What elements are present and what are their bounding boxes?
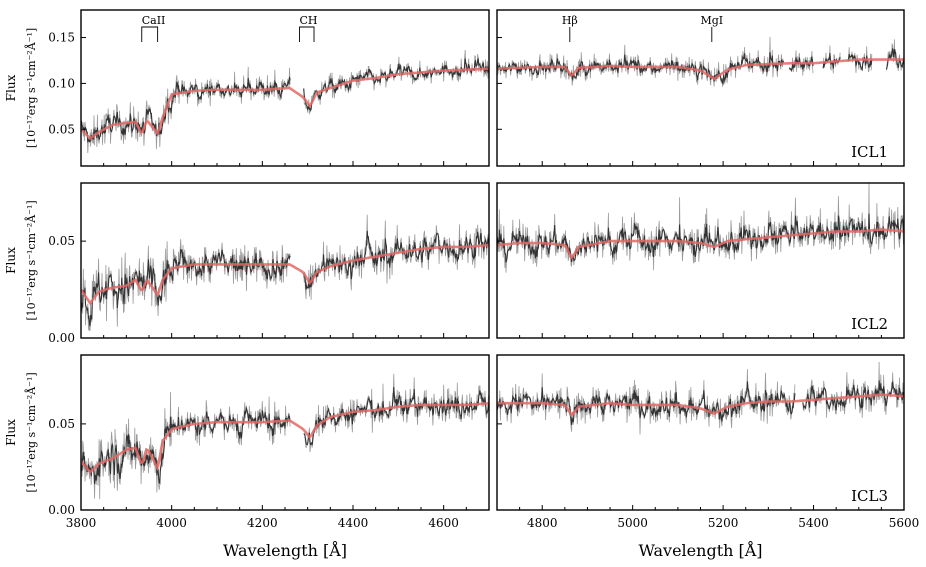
line-marker-label: CaII: [142, 14, 166, 27]
panel-frame: [496, 182, 905, 339]
line-marker-label: Hβ: [562, 14, 578, 27]
x-tick-label: 4600: [428, 516, 459, 530]
x-tick-label: 4000: [156, 516, 187, 530]
row-label: ICL2: [851, 315, 888, 333]
panel-ICL2-blue: [81, 214, 489, 332]
panel-ICL2-red: [497, 183, 904, 273]
x-tick-label: 4400: [338, 516, 369, 530]
spectrum-data-line: [81, 230, 489, 327]
x-tick-label: 4800: [527, 516, 558, 530]
y-tick-label: 0.00: [48, 503, 75, 517]
panel-frame: [496, 9, 905, 167]
panel-ICL1-blue: [81, 49, 489, 154]
y-tick-label: 0.05: [48, 417, 75, 431]
spectrum-noise-line: [81, 214, 489, 332]
y-tick-label: 0.00: [48, 331, 75, 345]
spectrum-data-line: [497, 213, 904, 263]
y-tick-label: 0.10: [48, 76, 75, 90]
model-fit-line: [81, 243, 489, 306]
spectrum-data-line: [497, 380, 904, 426]
line-marker-bracket: [141, 26, 159, 42]
x-tick-label: 5000: [617, 516, 648, 530]
model-fit-line: [497, 58, 904, 81]
y-tick-label: 0.15: [48, 31, 75, 45]
line-marker-label: MgI: [700, 14, 723, 27]
y-axis-label-units: [10⁻¹⁷erg s⁻¹cm⁻²Å⁻¹]: [24, 372, 38, 492]
panel-frame: [496, 354, 905, 511]
y-axis-label-units: [10⁻¹⁷erg s⁻¹cm⁻²Å⁻¹]: [24, 200, 38, 320]
x-axis-label: Wavelength [Å]: [638, 540, 762, 560]
panel-ICL1-red: [497, 36, 904, 87]
y-tick-label: 0.05: [48, 122, 75, 136]
y-tick-label: 0.05: [48, 234, 75, 248]
x-tick-label: 3800: [66, 516, 97, 530]
panel-ICL3-blue: [81, 373, 489, 500]
y-axis-label-flux: Flux: [4, 247, 18, 274]
spectrum-noise-line: [81, 373, 489, 500]
model-fit-line: [81, 401, 489, 474]
row-label: ICL1: [851, 143, 888, 161]
y-axis-label-units: [10⁻¹⁷erg s⁻¹cm⁻²Å⁻¹]: [24, 28, 38, 148]
x-tick-label: 5600: [889, 516, 920, 530]
x-tick-label: 5200: [708, 516, 739, 530]
row-label: ICL3: [851, 487, 888, 505]
x-tick-label: 4200: [247, 516, 278, 530]
line-marker-label: CH: [300, 14, 318, 27]
x-axis-label: Wavelength [Å]: [223, 540, 347, 560]
model-fit-line: [81, 67, 489, 141]
model-fit-line: [497, 228, 904, 260]
panel-ICL3-red: [497, 361, 904, 435]
model-fit-line: [497, 393, 904, 417]
spectrum-noise-line: [81, 49, 489, 154]
y-axis-label-flux: Flux: [4, 74, 18, 101]
y-axis-label-flux: Flux: [4, 419, 18, 446]
line-marker-bracket: [299, 26, 315, 42]
x-tick-label: 5400: [798, 516, 829, 530]
